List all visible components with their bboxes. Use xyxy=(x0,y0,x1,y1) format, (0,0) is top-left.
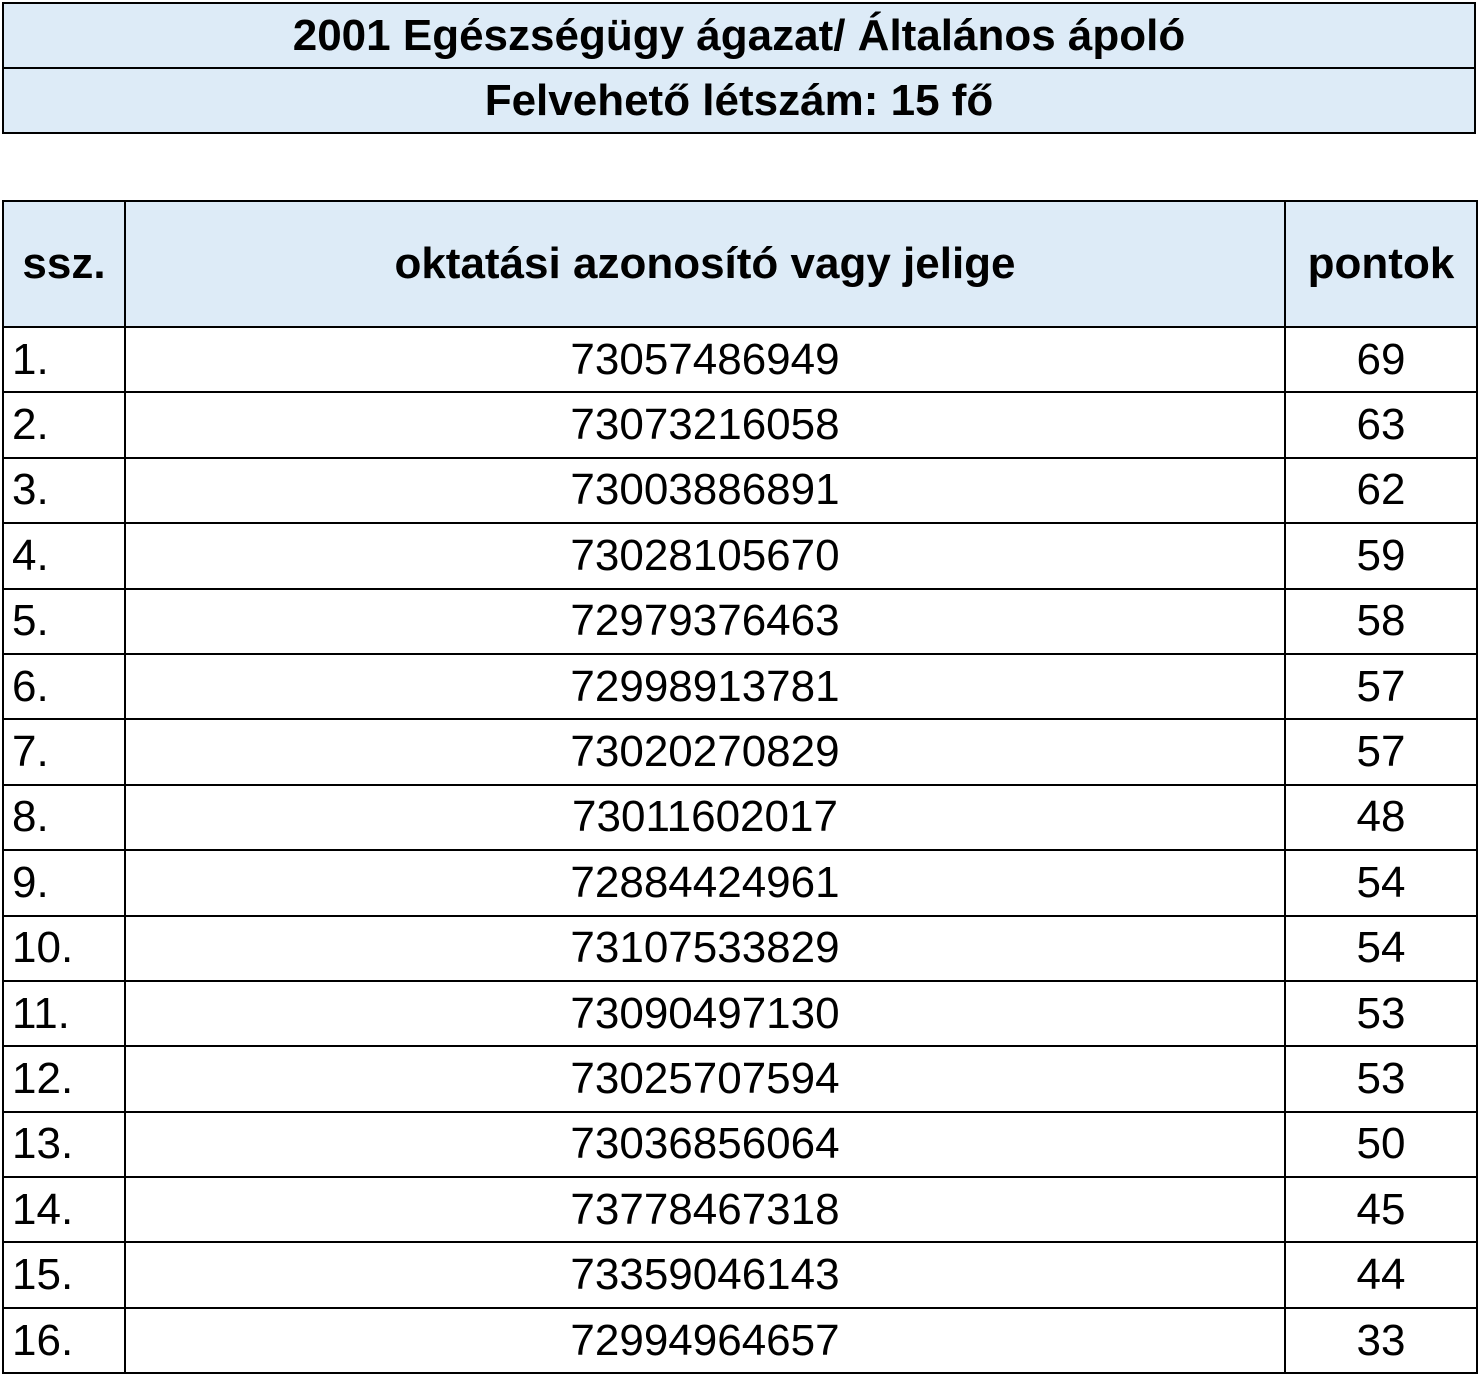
page-subtitle: Felvehető létszám: 15 fő xyxy=(2,67,1476,134)
cell-points: 48 xyxy=(1284,783,1478,852)
table-row: 14. 73778467318 45 xyxy=(2,1176,1478,1244)
cell-points: 33 xyxy=(1284,1306,1478,1375)
cell-points: 62 xyxy=(1284,456,1478,525)
cell-rank: 8. xyxy=(2,783,126,852)
cell-points: 57 xyxy=(1284,652,1478,721)
cell-points: 53 xyxy=(1284,979,1478,1048)
page-title: 2001 Egészségügy ágazat/ Általános ápoló xyxy=(2,2,1476,69)
table-row: 7. 73020270829 57 xyxy=(2,718,1478,786)
results-table: ssz. oktatási azonosító vagy jelige pont… xyxy=(2,200,1478,1375)
table-row: 6. 72998913781 57 xyxy=(2,652,1478,721)
cell-rank: 9. xyxy=(2,849,126,917)
cell-id: 73003886891 xyxy=(124,456,1286,525)
cell-id: 72994964657 xyxy=(124,1306,1286,1375)
cell-points: 69 xyxy=(1284,325,1478,394)
cell-rank: 14. xyxy=(2,1176,126,1244)
header-ssz: ssz. xyxy=(2,200,126,328)
header-points: pontok xyxy=(1284,200,1478,328)
cell-id: 73011602017 xyxy=(124,783,1286,852)
cell-id: 73107533829 xyxy=(124,914,1286,982)
table-row: 1. 73057486949 69 xyxy=(2,325,1478,394)
cell-id: 73359046143 xyxy=(124,1241,1286,1309)
cell-rank: 13. xyxy=(2,1110,126,1179)
cell-rank: 12. xyxy=(2,1045,126,1113)
cell-id: 72979376463 xyxy=(124,587,1286,655)
table-row: 3. 73003886891 62 xyxy=(2,456,1478,525)
cell-id: 73057486949 xyxy=(124,325,1286,394)
cell-points: 54 xyxy=(1284,914,1478,982)
cell-points: 45 xyxy=(1284,1176,1478,1244)
table-row: 4. 73028105670 59 xyxy=(2,522,1478,590)
cell-rank: 15. xyxy=(2,1241,126,1309)
cell-points: 58 xyxy=(1284,587,1478,655)
cell-id: 73073216058 xyxy=(124,391,1286,459)
cell-id: 73036856064 xyxy=(124,1110,1286,1179)
cell-rank: 7. xyxy=(2,718,126,786)
cell-points: 57 xyxy=(1284,718,1478,786)
header-id: oktatási azonosító vagy jelige xyxy=(124,200,1286,328)
cell-points: 59 xyxy=(1284,522,1478,590)
table-row: 15. 73359046143 44 xyxy=(2,1241,1478,1309)
cell-rank: 3. xyxy=(2,456,126,525)
cell-rank: 2. xyxy=(2,391,126,459)
cell-id: 72884424961 xyxy=(124,849,1286,917)
cell-points: 50 xyxy=(1284,1110,1478,1179)
table-row: 2. 73073216058 63 xyxy=(2,391,1478,459)
cell-points: 53 xyxy=(1284,1045,1478,1113)
cell-rank: 5. xyxy=(2,587,126,655)
table-row: 13. 73036856064 50 xyxy=(2,1110,1478,1179)
cell-rank: 11. xyxy=(2,979,126,1048)
cell-rank: 1. xyxy=(2,325,126,394)
cell-rank: 16. xyxy=(2,1306,126,1375)
cell-id: 73020270829 xyxy=(124,718,1286,786)
cell-points: 63 xyxy=(1284,391,1478,459)
table-row: 5. 72979376463 58 xyxy=(2,587,1478,655)
cell-rank: 10. xyxy=(2,914,126,982)
cell-id: 73090497130 xyxy=(124,979,1286,1048)
table-row: 12. 73025707594 53 xyxy=(2,1045,1478,1113)
cell-id: 73028105670 xyxy=(124,522,1286,590)
cell-rank: 6. xyxy=(2,652,126,721)
cell-id: 73025707594 xyxy=(124,1045,1286,1113)
cell-id: 73778467318 xyxy=(124,1176,1286,1244)
cell-points: 54 xyxy=(1284,849,1478,917)
cell-rank: 4. xyxy=(2,522,126,590)
table-row: 11. 73090497130 53 xyxy=(2,979,1478,1048)
table-row: 9. 72884424961 54 xyxy=(2,849,1478,917)
table-row: 8. 73011602017 48 xyxy=(2,783,1478,852)
table-row: 16. 72994964657 33 xyxy=(2,1306,1478,1375)
table-row: 10. 73107533829 54 xyxy=(2,914,1478,982)
table-header-row: ssz. oktatási azonosító vagy jelige pont… xyxy=(2,200,1478,328)
cell-id: 72998913781 xyxy=(124,652,1286,721)
cell-points: 44 xyxy=(1284,1241,1478,1309)
